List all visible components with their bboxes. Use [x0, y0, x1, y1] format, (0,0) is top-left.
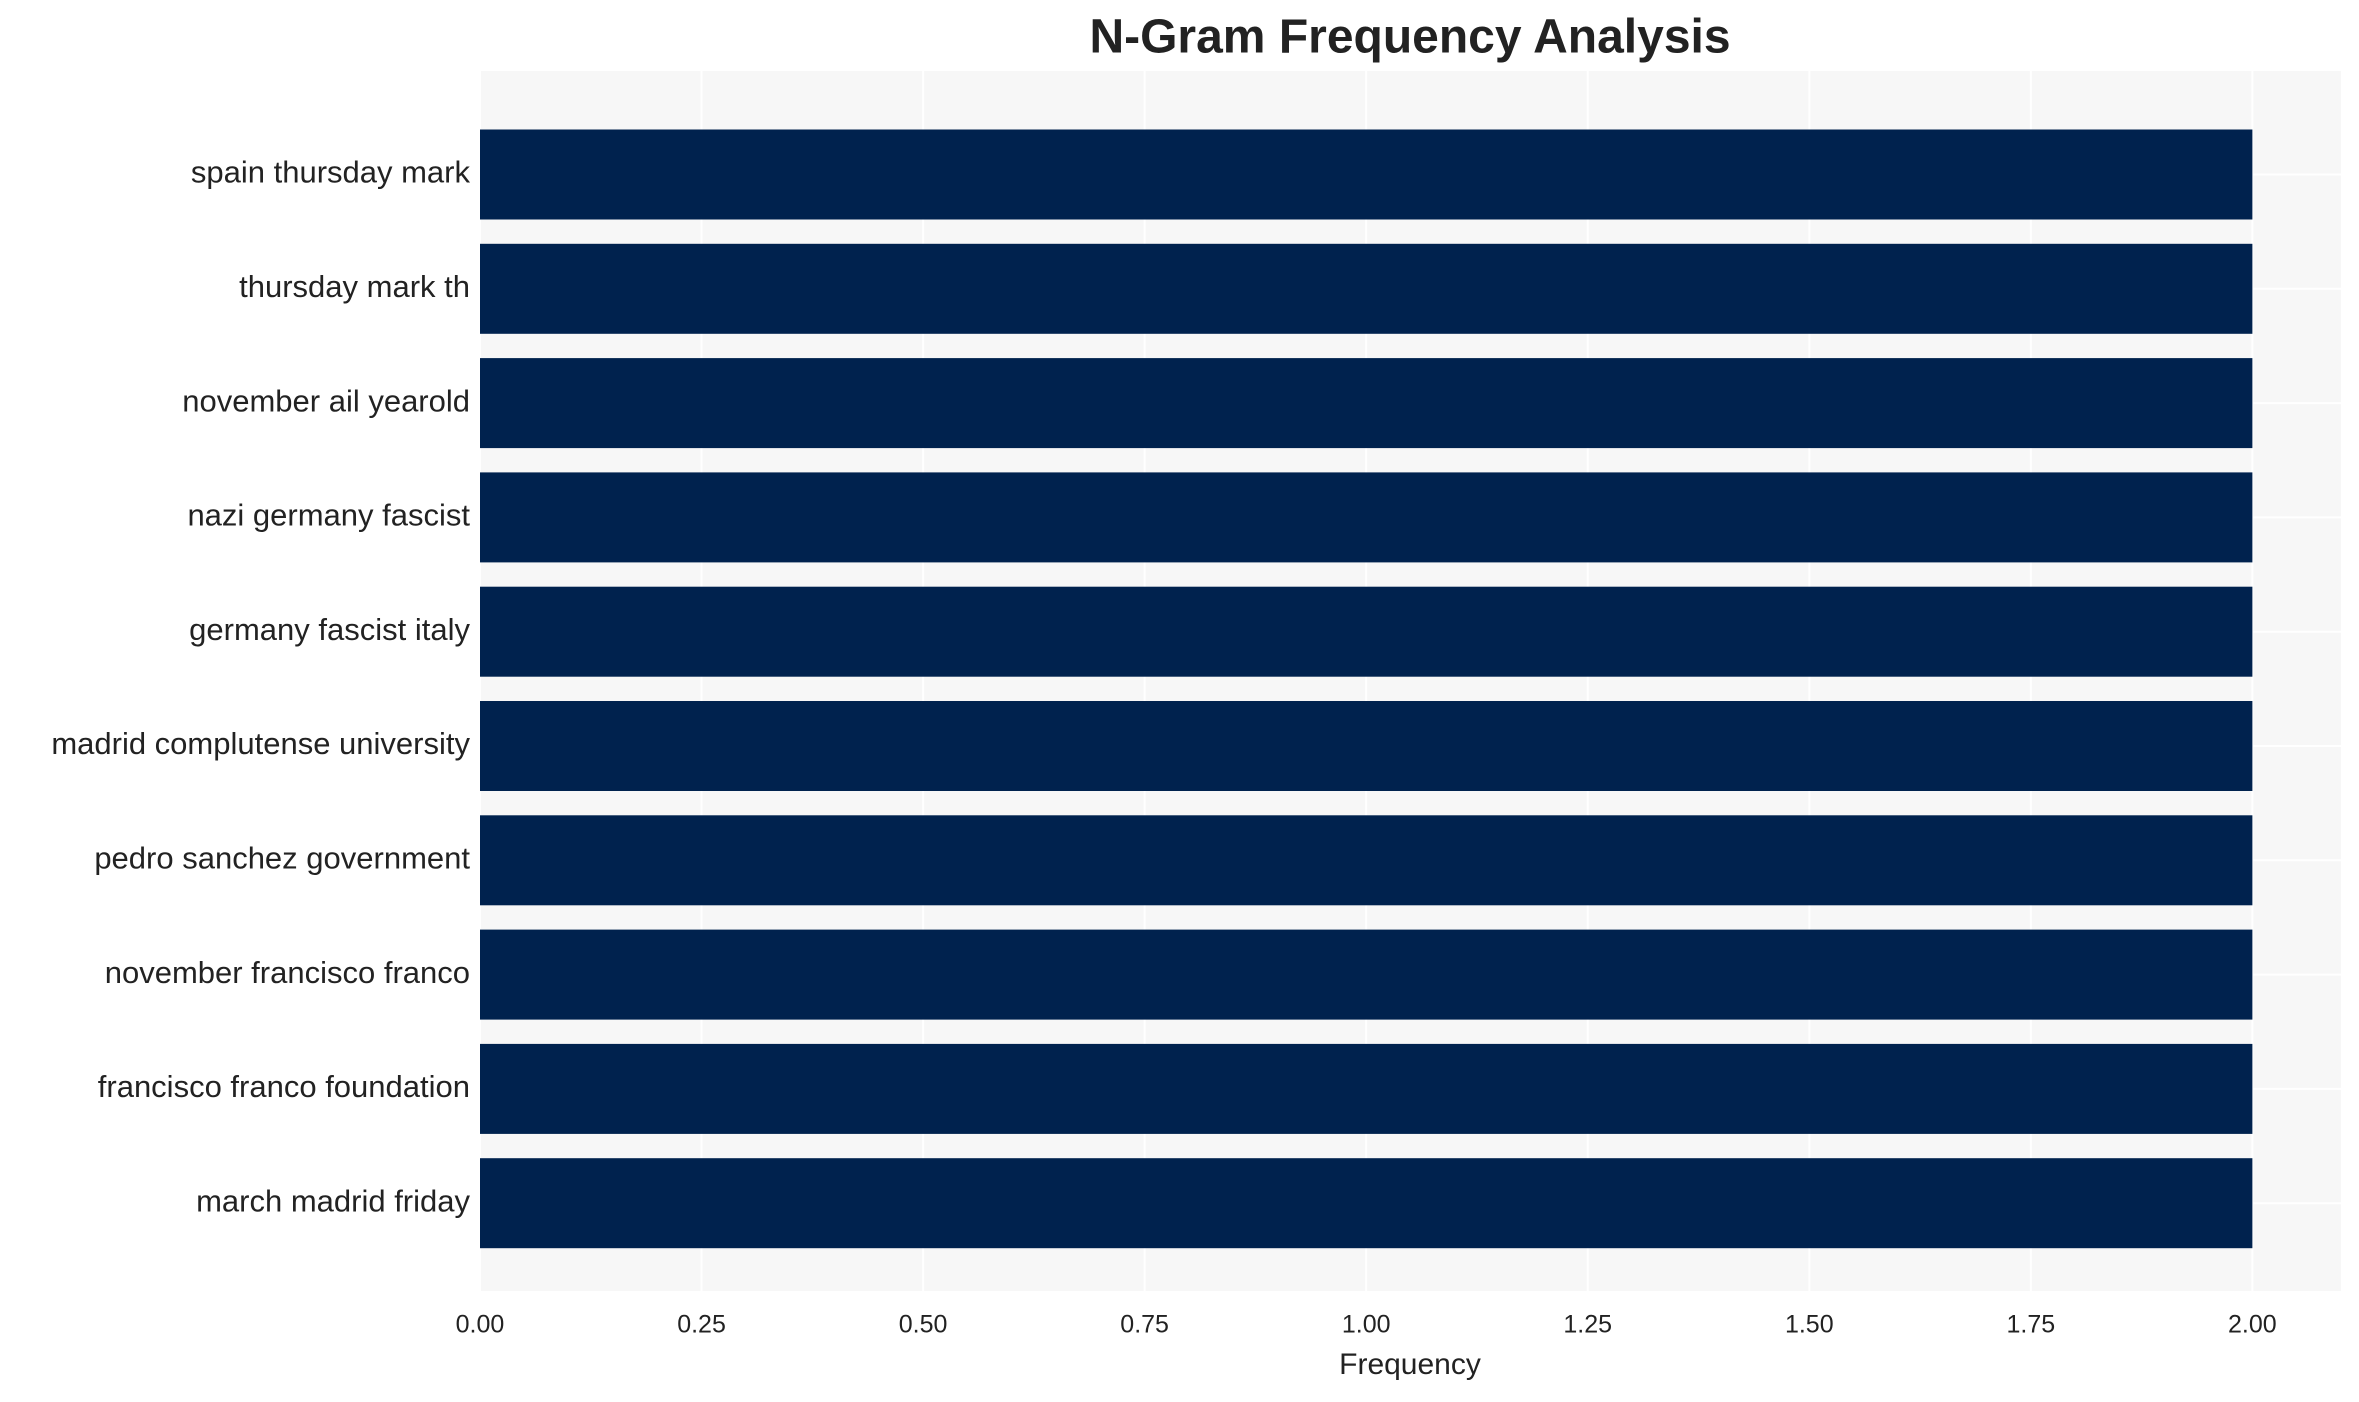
x-tick-label: 0.00	[456, 1311, 505, 1339]
y-tick-label: francisco franco foundation	[98, 1069, 470, 1104]
bar	[480, 1158, 2253, 1249]
x-tick-label: 0.25	[677, 1311, 726, 1339]
bar	[480, 243, 2253, 334]
x-tick-label: 0.50	[899, 1311, 948, 1339]
bar	[480, 129, 2253, 220]
y-tick-label: thursday mark th	[239, 269, 470, 304]
x-tick-label: 1.75	[2006, 1311, 2055, 1339]
y-tick-label: nazi germany fascist	[187, 498, 470, 533]
x-tick-label: 1.50	[1785, 1311, 1834, 1339]
bar	[480, 472, 2253, 563]
y-tick-label: pedro sanchez government	[94, 840, 470, 875]
bar	[480, 815, 2253, 906]
y-tick-label: spain thursday mark	[191, 155, 471, 190]
chart-title: N-Gram Frequency Analysis	[1089, 11, 1730, 64]
bar	[480, 586, 2253, 677]
bar	[480, 358, 2253, 449]
y-tick-label: march madrid friday	[196, 1183, 470, 1218]
y-tick-label: germany fascist italy	[189, 612, 470, 647]
x-axis-label: Frequency	[1339, 1348, 1481, 1381]
x-tick-label: 1.00	[1342, 1311, 1391, 1339]
x-tick-label: 2.00	[2228, 1311, 2277, 1339]
bar	[480, 1043, 2253, 1134]
x-tick-label: 0.75	[1120, 1311, 1169, 1339]
bar	[480, 701, 2253, 791]
y-tick-label: november francisco franco	[105, 955, 470, 990]
y-tick-label: madrid complutense university	[51, 726, 470, 761]
x-tick-label: 1.25	[1563, 1311, 1612, 1339]
y-tick-label: november ail yearold	[182, 383, 470, 418]
bar	[480, 929, 2253, 1020]
